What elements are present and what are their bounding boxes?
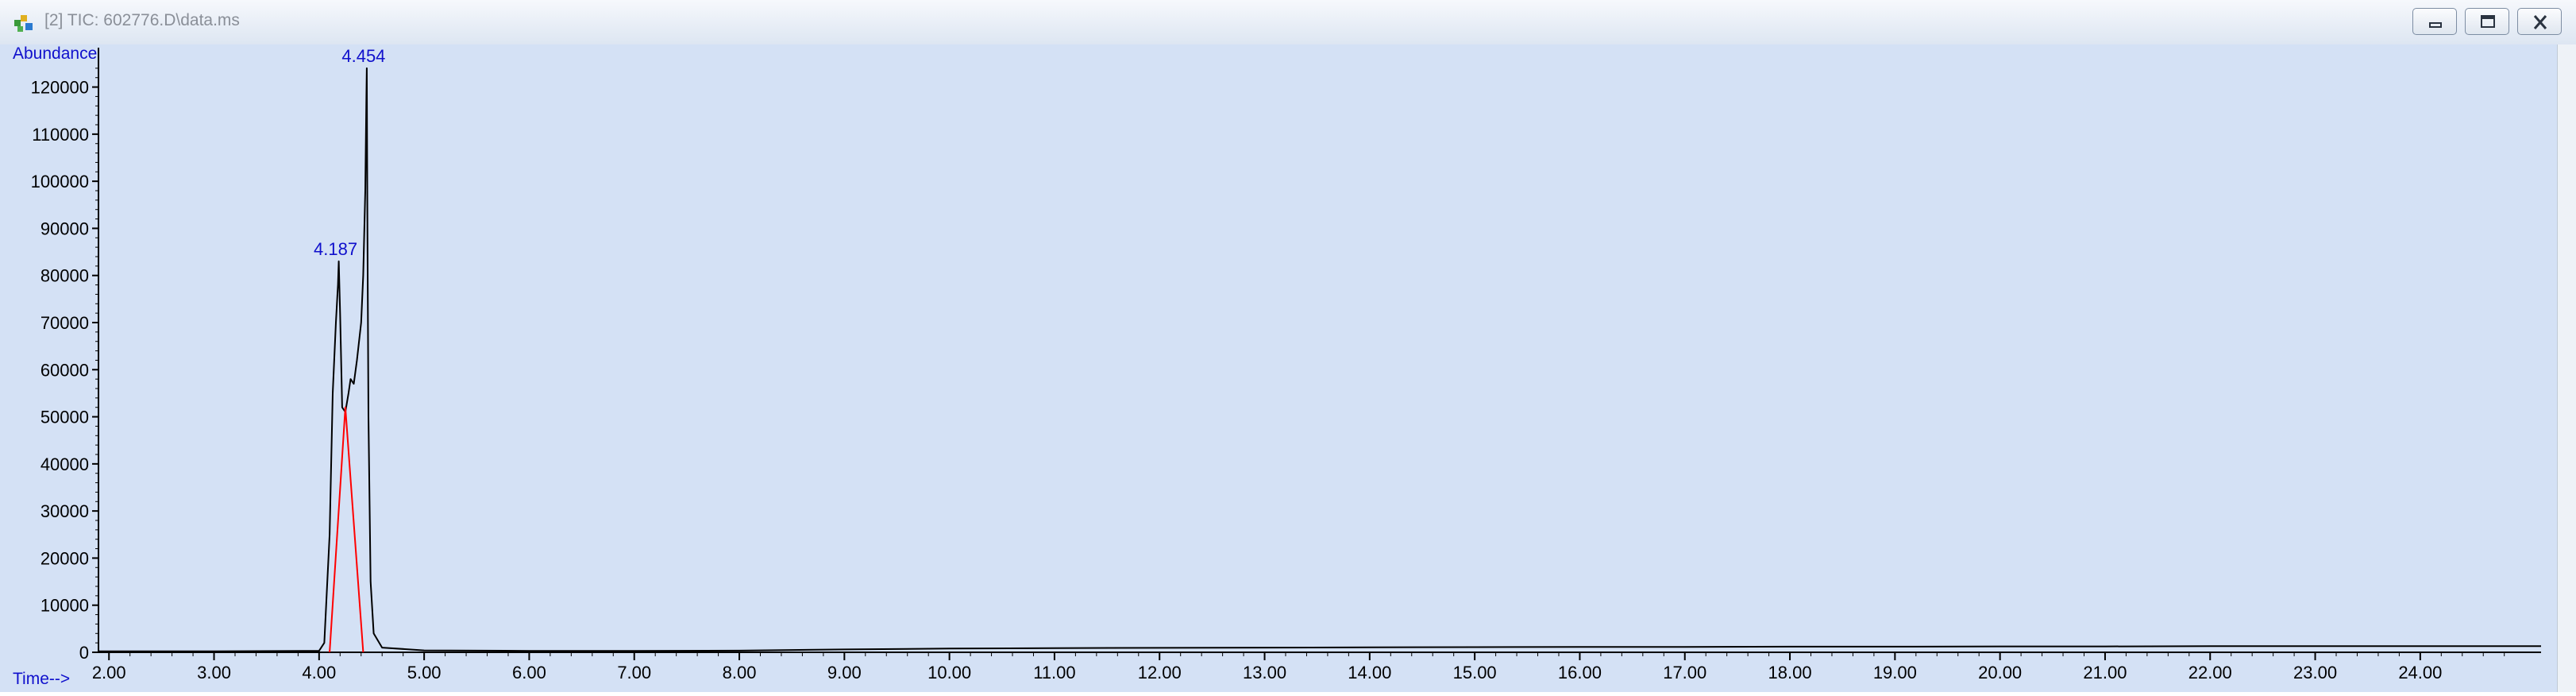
x-tick-label: 21.00 — [2083, 663, 2127, 682]
y-tick-label: 110000 — [32, 125, 89, 145]
x-tick-label: 6.00 — [512, 663, 546, 682]
minimize-button[interactable] — [2412, 8, 2457, 35]
window-title: [2] TIC: 602776.D\data.ms — [44, 11, 240, 29]
x-tick-label: 20.00 — [1978, 663, 2022, 682]
y-tick-label: 70000 — [40, 313, 89, 333]
x-tick-label: 4.00 — [302, 663, 336, 682]
tic-chart: 0 10000 20000 30000 40000 50000 60000 70000 8000… — [13, 44, 2541, 688]
x-tick-label: 17.00 — [1663, 663, 1706, 682]
x-tick-label: 13.00 — [1243, 663, 1286, 682]
x-tick-label: 8.00 — [723, 663, 757, 682]
x-tick-label: 15.00 — [1453, 663, 1497, 682]
x-tick-label: 10.00 — [927, 663, 971, 682]
tic-trace-line — [98, 67, 2541, 652]
restore-icon — [2481, 15, 2495, 28]
y-tick-label: 120000 — [31, 78, 89, 98]
restore-button[interactable] — [2465, 8, 2509, 35]
y-tick-label: 10000 — [40, 596, 89, 616]
x-tick-label: 11.00 — [1033, 663, 1075, 682]
close-button[interactable] — [2517, 8, 2562, 35]
x-tick-label: 12.00 — [1138, 663, 1182, 682]
right-edge-strip — [2557, 44, 2576, 692]
x-tick-label: 22.00 — [2188, 663, 2232, 682]
close-icon — [2533, 15, 2547, 29]
y-tick-label: 30000 — [40, 501, 89, 521]
x-tick-label: 5.00 — [407, 663, 442, 682]
x-tick-label: 23.00 — [2293, 663, 2337, 682]
x-tick-label: 16.00 — [1558, 663, 1602, 682]
y-tick-label: 100000 — [31, 172, 89, 191]
x-tick-label: 3.00 — [197, 663, 231, 682]
chromatogram-plot-area[interactable]: 0 10000 20000 30000 40000 50000 60000 70000 8000… — [0, 44, 2557, 692]
y-tick-label: 60000 — [40, 360, 89, 380]
x-tick-label: 24.00 — [2398, 663, 2442, 682]
window-titlebar[interactable]: [2] TIC: 602776.D\data.ms — [0, 0, 2576, 45]
x-tick-label: 2.00 — [92, 663, 126, 682]
y-tick-label: 40000 — [40, 454, 89, 474]
y-tick-label: 20000 — [40, 548, 89, 568]
peak-label: 4.187 — [314, 239, 357, 259]
y-tick-label: 90000 — [40, 218, 89, 238]
y-tick-label: 50000 — [40, 408, 89, 427]
peak-label: 4.454 — [341, 46, 385, 66]
x-tick-label: 18.00 — [1768, 663, 1812, 682]
y-tick-label: 80000 — [40, 266, 89, 286]
y-tick-label: 0 — [79, 643, 89, 663]
x-tick-label: 14.00 — [1348, 663, 1391, 682]
chromatogram-app-icon — [14, 15, 33, 32]
x-tick-label: 9.00 — [827, 663, 862, 682]
x-tick-label: 19.00 — [1873, 663, 1917, 682]
y-axis-label: Abundance — [13, 44, 97, 63]
x-axis-label: Time--> — [13, 670, 70, 688]
peak-integration-line — [329, 406, 364, 653]
x-tick-label: 7.00 — [617, 663, 651, 682]
minimize-icon — [2429, 22, 2442, 28]
